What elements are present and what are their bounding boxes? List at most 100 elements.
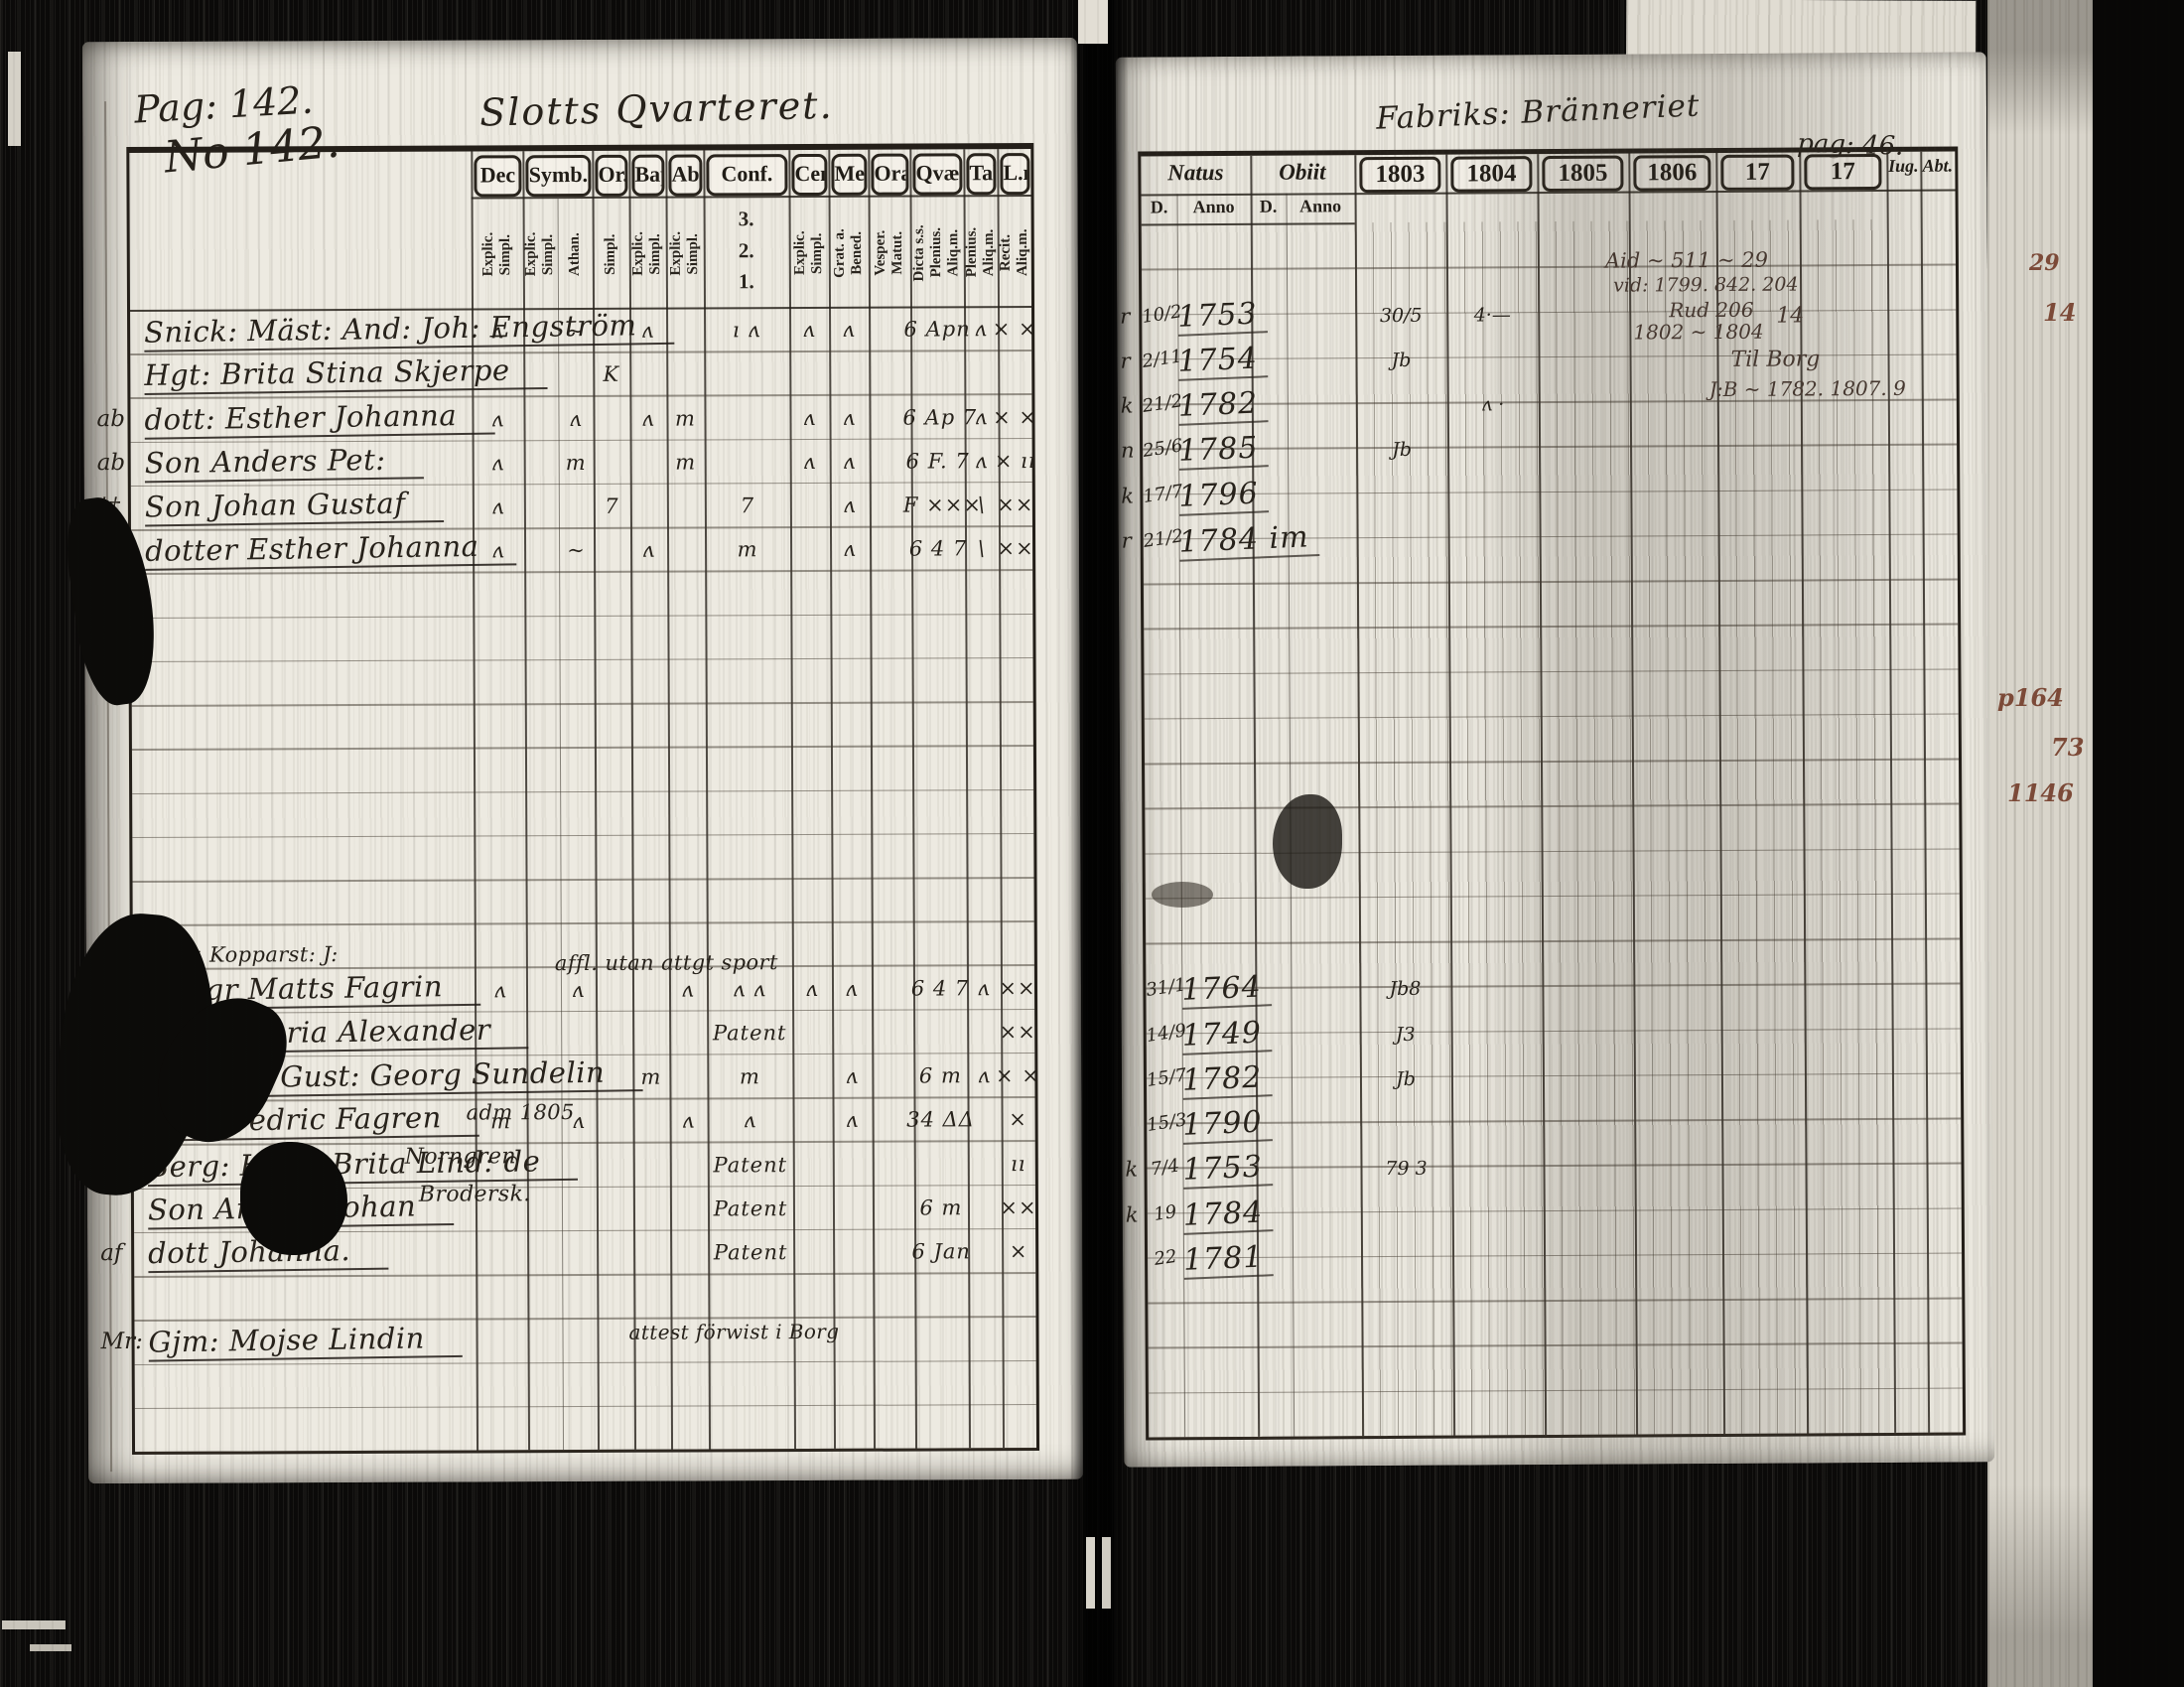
row-line	[131, 569, 1033, 575]
column-header: Or.D	[595, 154, 628, 197]
column-header: Tab.	[966, 153, 997, 196]
column-header: Iug.	[1888, 155, 1919, 176]
year-header: 17	[1720, 154, 1795, 191]
column-header: Mens.	[831, 153, 868, 196]
check-mark: ××	[999, 1019, 1036, 1045]
gutter-mark-bottom-1	[1086, 1537, 1095, 1609]
check-mark: 7	[605, 493, 619, 519]
subheader-label: D.	[1259, 196, 1278, 216]
right-page: Fabriks: Bränneriet pag: 46. Natus D. Anno…	[1115, 52, 1995, 1468]
subheader-cell: Vesper. Matut.	[869, 200, 910, 307]
check-mark: ××	[997, 536, 1034, 561]
margin-annotation: Aid ~ 511 ~ 29	[1604, 247, 1769, 273]
natus-day: 21/2	[1141, 390, 1184, 417]
row-line	[134, 1403, 1036, 1410]
margin-annotation: 1802 ~ 1804	[1633, 319, 1764, 345]
row-line	[131, 613, 1033, 620]
film-edge-sliver	[8, 52, 21, 146]
check-mark: ʌ	[843, 492, 857, 517]
column-divider	[1799, 152, 1810, 1434]
interline-note: Norngren	[404, 1144, 516, 1170]
year-note: J3	[1395, 1023, 1416, 1046]
subheader-label: Dicta s.s. Plenius. Aliq.m.	[910, 223, 962, 282]
right-page-title: Fabriks: Bränneriet	[1375, 87, 1701, 137]
margin-annotation: vid: 1799. 842. 204	[1613, 273, 1799, 297]
entry-name: Son Anders Pet:	[144, 443, 424, 484]
column-divider	[1628, 153, 1639, 1435]
subheader-cell: Explic. Simpl.	[523, 201, 558, 308]
year-note: 79 3	[1385, 1158, 1428, 1181]
row-line	[132, 920, 1034, 926]
margin-annotation: Rud 206	[1669, 297, 1754, 323]
row-margin-code: Mr:	[100, 1328, 143, 1354]
column-header: Natus	[1167, 160, 1224, 186]
year-header: 1805	[1542, 155, 1624, 193]
column-guides	[1715, 219, 1808, 1434]
check-mark: × ×	[995, 1063, 1040, 1088]
column-divider	[1537, 154, 1548, 1436]
gutter-mark-bottom-2	[1102, 1537, 1111, 1609]
natus-year: 1754	[1176, 340, 1269, 381]
row-line	[131, 701, 1033, 707]
edge-annotation: 14	[2043, 298, 2077, 327]
row-line	[1148, 1341, 1963, 1349]
row-line	[130, 437, 1032, 444]
subheader-label: Athan.	[566, 232, 583, 276]
check-mark: ~	[567, 538, 586, 563]
column-header: Conf.	[706, 154, 788, 197]
column-header: Obiit	[1279, 159, 1326, 185]
column-divider	[1920, 151, 1931, 1433]
natus-day: 21/2	[1142, 525, 1185, 552]
row-line	[132, 832, 1034, 839]
margin-annotation: Til Borg	[1730, 347, 1821, 372]
row-line	[1146, 937, 1961, 945]
check-mark: ×	[1009, 1239, 1028, 1264]
natus-year: 1796	[1177, 475, 1270, 516]
film-edge-sliver	[30, 1644, 71, 1651]
column-divider	[828, 149, 837, 1449]
subheader-label: Plenius. Aliq.m.	[963, 227, 998, 278]
ink-stain	[1273, 794, 1342, 889]
subheader-cell: Simpl.	[593, 201, 629, 308]
check-mark: m	[565, 450, 587, 475]
natus-year: 1790	[1181, 1104, 1274, 1146]
page-edge-strip	[1987, 0, 2093, 1687]
year-note: Jb	[1392, 439, 1413, 462]
film-edge-sliver	[2, 1620, 66, 1629]
check-mark: × ıı	[994, 448, 1036, 474]
check-mark: ××	[1000, 1195, 1037, 1220]
subheader-cell: Explic. Simpl.	[472, 201, 523, 308]
natus-year: 1784 im	[1177, 518, 1320, 562]
column-divider	[628, 150, 637, 1450]
row-line	[1144, 623, 1959, 631]
row-line	[132, 788, 1034, 795]
row-line	[130, 525, 1032, 531]
subheader-label: Explic. Simpl.	[667, 231, 701, 276]
column-guides	[1628, 219, 1724, 1435]
check-mark: ʌ	[642, 538, 656, 563]
row-line	[1145, 758, 1960, 766]
subcolumn-divider	[557, 199, 565, 1451]
check-mark: ʌ	[843, 449, 857, 474]
check-mark: ××	[997, 492, 1034, 517]
check-mark: 34 ΔΔ	[906, 1107, 975, 1132]
column-guides	[1537, 220, 1637, 1436]
gutter-mark-top	[1078, 0, 1108, 44]
natus-day: 25/6	[1141, 435, 1184, 463]
check-mark: ʌ	[846, 1108, 860, 1133]
row-margin-code: ab	[96, 405, 125, 432]
subheader-cell: Plenius. Aliq.m.	[964, 199, 998, 306]
column-header: Cen.D	[791, 153, 828, 197]
check-mark: ʌ	[641, 318, 655, 343]
subheader-label: Simpl.	[602, 233, 618, 275]
check-mark: ʌ	[845, 1063, 859, 1088]
subheader-cell: Athan.	[558, 201, 593, 308]
row-line	[132, 877, 1034, 883]
subheader-label: Vesper. Matut.	[872, 229, 905, 276]
check-mark: ××	[999, 975, 1036, 1000]
check-mark: m	[737, 537, 758, 562]
subheader-label: Anno	[1192, 196, 1235, 217]
check-mark: ʌ	[491, 407, 504, 432]
interline-note: Brodersk.	[418, 1182, 531, 1207]
